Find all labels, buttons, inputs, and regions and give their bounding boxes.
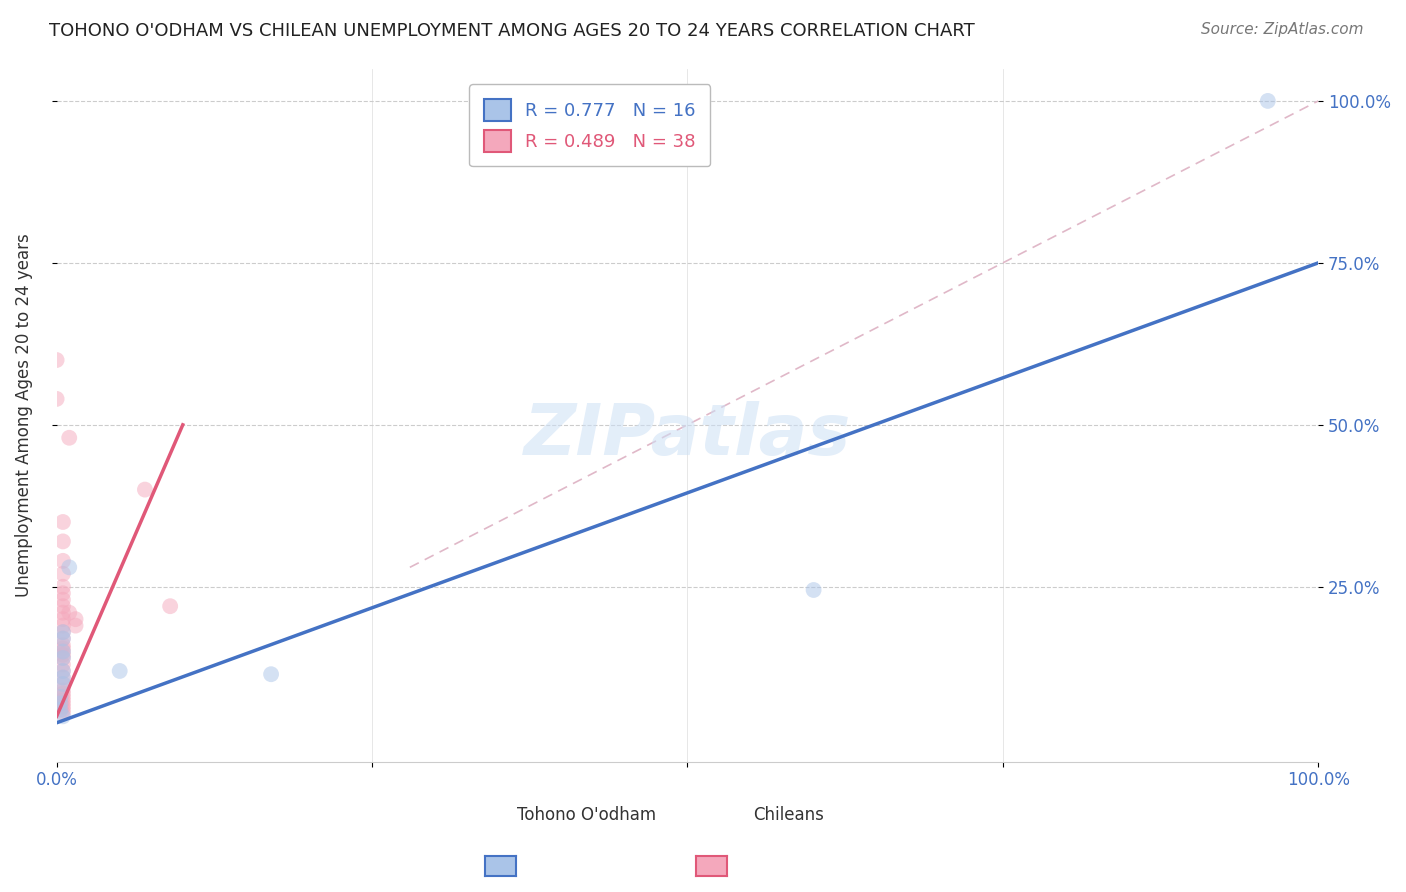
Point: [159, 599, 181, 614]
Point: [52, 599, 75, 614]
Point: [52, 693, 75, 707]
Point: [52, 697, 75, 711]
Point: [49, 697, 72, 711]
Point: [52, 644, 75, 658]
Point: [52, 566, 75, 581]
Point: [52, 683, 75, 698]
Point: [65, 618, 87, 632]
Point: [49, 690, 72, 704]
Point: [52, 586, 75, 600]
Text: Source: ZipAtlas.com: Source: ZipAtlas.com: [1201, 22, 1364, 37]
Point: [52, 515, 75, 529]
Point: [52, 592, 75, 607]
Point: [52, 677, 75, 691]
Point: [52, 625, 75, 640]
Point: [52, 651, 75, 665]
Point: [52, 554, 75, 568]
Point: [52, 534, 75, 549]
Point: [52, 651, 75, 665]
Point: [52, 644, 75, 658]
Text: TOHONO O'ODHAM VS CHILEAN UNEMPLOYMENT AMONG AGES 20 TO 24 YEARS CORRELATION CHA: TOHONO O'ODHAM VS CHILEAN UNEMPLOYMENT A…: [49, 22, 974, 40]
Point: [52, 648, 75, 662]
Point: [45, 353, 67, 368]
Point: [52, 706, 75, 720]
Point: [134, 483, 156, 497]
Point: [52, 670, 75, 684]
Point: [52, 677, 75, 691]
Text: ZIPatlas: ZIPatlas: [524, 401, 851, 470]
Point: [58, 606, 80, 620]
Point: [52, 657, 75, 672]
Point: [52, 632, 75, 646]
Point: [260, 667, 283, 681]
Point: [52, 612, 75, 626]
Point: [52, 664, 75, 678]
Point: [65, 612, 87, 626]
Point: [52, 703, 75, 717]
Point: [45, 392, 67, 406]
Point: [52, 709, 75, 723]
Point: [803, 582, 825, 597]
Point: [52, 670, 75, 684]
Point: [52, 618, 75, 632]
Point: [52, 687, 75, 701]
Point: [52, 625, 75, 640]
Point: [52, 638, 75, 652]
Point: [52, 699, 75, 714]
Point: [52, 690, 75, 704]
Text: Tohono O'odham: Tohono O'odham: [517, 806, 657, 824]
Point: [58, 560, 80, 574]
Y-axis label: Unemployment Among Ages 20 to 24 years: Unemployment Among Ages 20 to 24 years: [15, 233, 32, 597]
Point: [108, 664, 131, 678]
Point: [52, 664, 75, 678]
Legend: R = 0.777   N = 16, R = 0.489   N = 38: R = 0.777 N = 16, R = 0.489 N = 38: [470, 85, 710, 167]
Point: [52, 580, 75, 594]
Point: [1257, 94, 1279, 108]
Point: [52, 632, 75, 646]
Point: [58, 431, 80, 445]
Text: Chileans: Chileans: [754, 806, 824, 824]
Point: [52, 606, 75, 620]
Point: [49, 703, 72, 717]
Point: [52, 641, 75, 656]
